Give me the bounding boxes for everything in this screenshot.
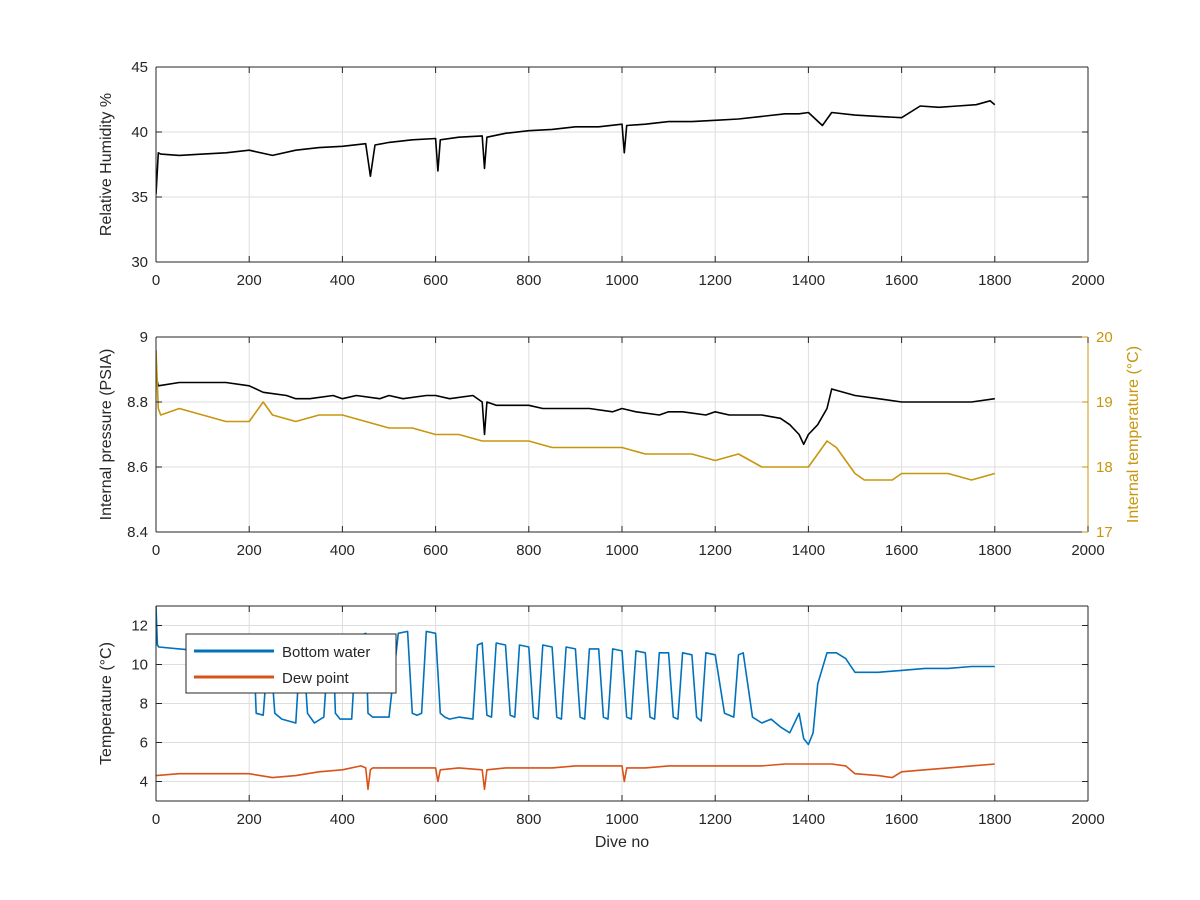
series-line-dew-point [156, 763, 995, 791]
y-right-tick-label: 20 [1096, 329, 1113, 346]
x-tick-label: 1400 [792, 542, 825, 559]
x-tick-label: 2000 [1071, 811, 1104, 828]
x-tick-label: 600 [423, 272, 448, 289]
series-line-1 [156, 375, 995, 446]
y-axis-label: Internal pressure (PSIA) [98, 349, 115, 521]
x-tick-label: 600 [423, 542, 448, 559]
x-tick-label: 1600 [885, 272, 918, 289]
x-tick-label: 600 [423, 811, 448, 828]
x-tick-label: 200 [237, 811, 262, 828]
x-tick-label: 0 [152, 811, 160, 828]
x-tick-label: 1200 [699, 272, 732, 289]
x-tick-label: 1200 [699, 542, 732, 559]
y-tick-label: 8.6 [127, 459, 148, 476]
x-tick-label: 1800 [978, 272, 1011, 289]
y-tick-label: 9 [140, 329, 148, 346]
x-tick-label: 1000 [605, 542, 638, 559]
y-right-axis-label: Internal temperature (°C) [1125, 346, 1142, 523]
x-tick-label: 200 [237, 542, 262, 559]
y-tick-label: 4 [140, 774, 148, 791]
grid [155, 606, 1089, 801]
y-tick-label: 10 [131, 657, 148, 674]
x-tick-label: 400 [330, 811, 355, 828]
x-tick-label: 1600 [885, 542, 918, 559]
y-tick-label: 12 [131, 618, 148, 635]
x-tick-label: 1800 [978, 811, 1011, 828]
x-tick-label: 200 [237, 272, 262, 289]
x-tick-label: 2000 [1071, 272, 1104, 289]
series-line-1 [156, 100, 996, 195]
legend: Bottom water Dew point [185, 633, 397, 694]
y-axis-label: Relative Humidity % [98, 93, 115, 236]
y-right-tick-label: 18 [1096, 459, 1113, 476]
y-tick-label: 8.8 [127, 394, 148, 411]
y-tick-label: 6 [140, 735, 148, 752]
x-tick-label: 800 [516, 542, 541, 559]
x-tick-label: 0 [152, 272, 160, 289]
y-tick-label: 45 [131, 59, 148, 76]
panel-3: 0 200 400 600 800 1000 1200 1400 1600 1800 2000 4 6 8… [98, 605, 1105, 851]
y-tick-label: 8.4 [127, 524, 148, 541]
y-tick-label: 35 [131, 189, 148, 206]
y-tick-label: 30 [131, 254, 148, 271]
x-axis-label: Dive no [595, 834, 649, 851]
x-tick-label: 1400 [792, 272, 825, 289]
panel-1: 0 200 400 600 800 1000 1200 1400 1600 1800 2000 30 3… [98, 59, 1105, 289]
y-axis-label: Temperature (°C) [98, 642, 115, 765]
series-group [156, 349, 996, 481]
series-line-bottom-water [156, 606, 995, 746]
panel-2: 0 200 400 600 800 1000 1200 1400 1600 1800 2000 8.4… [98, 329, 1142, 559]
x-tick-label: 400 [330, 542, 355, 559]
x-tick-label: 1600 [885, 811, 918, 828]
x-tick-label: 1000 [605, 811, 638, 828]
x-tick-label: 1400 [792, 811, 825, 828]
x-tick-label: 800 [516, 811, 541, 828]
y-tick-label: 40 [131, 124, 148, 141]
x-tick-label: 1200 [699, 811, 732, 828]
x-tick-label: 800 [516, 272, 541, 289]
legend-label: Bottom water [282, 644, 370, 661]
y-right-tick-label: 19 [1096, 394, 1113, 411]
x-tick-label: 1800 [978, 542, 1011, 559]
x-tick-label: 2000 [1071, 542, 1104, 559]
y-tick-label: 8 [140, 696, 148, 713]
y-right-tick-label: 17 [1096, 524, 1113, 541]
series-line-2 [156, 349, 996, 481]
legend-box [185, 633, 397, 694]
series-group [156, 606, 995, 791]
legend-label: Dew point [282, 670, 350, 687]
series-group [156, 100, 996, 195]
x-tick-label: 400 [330, 272, 355, 289]
x-tick-label: 0 [152, 542, 160, 559]
x-tick-label: 1000 [605, 272, 638, 289]
